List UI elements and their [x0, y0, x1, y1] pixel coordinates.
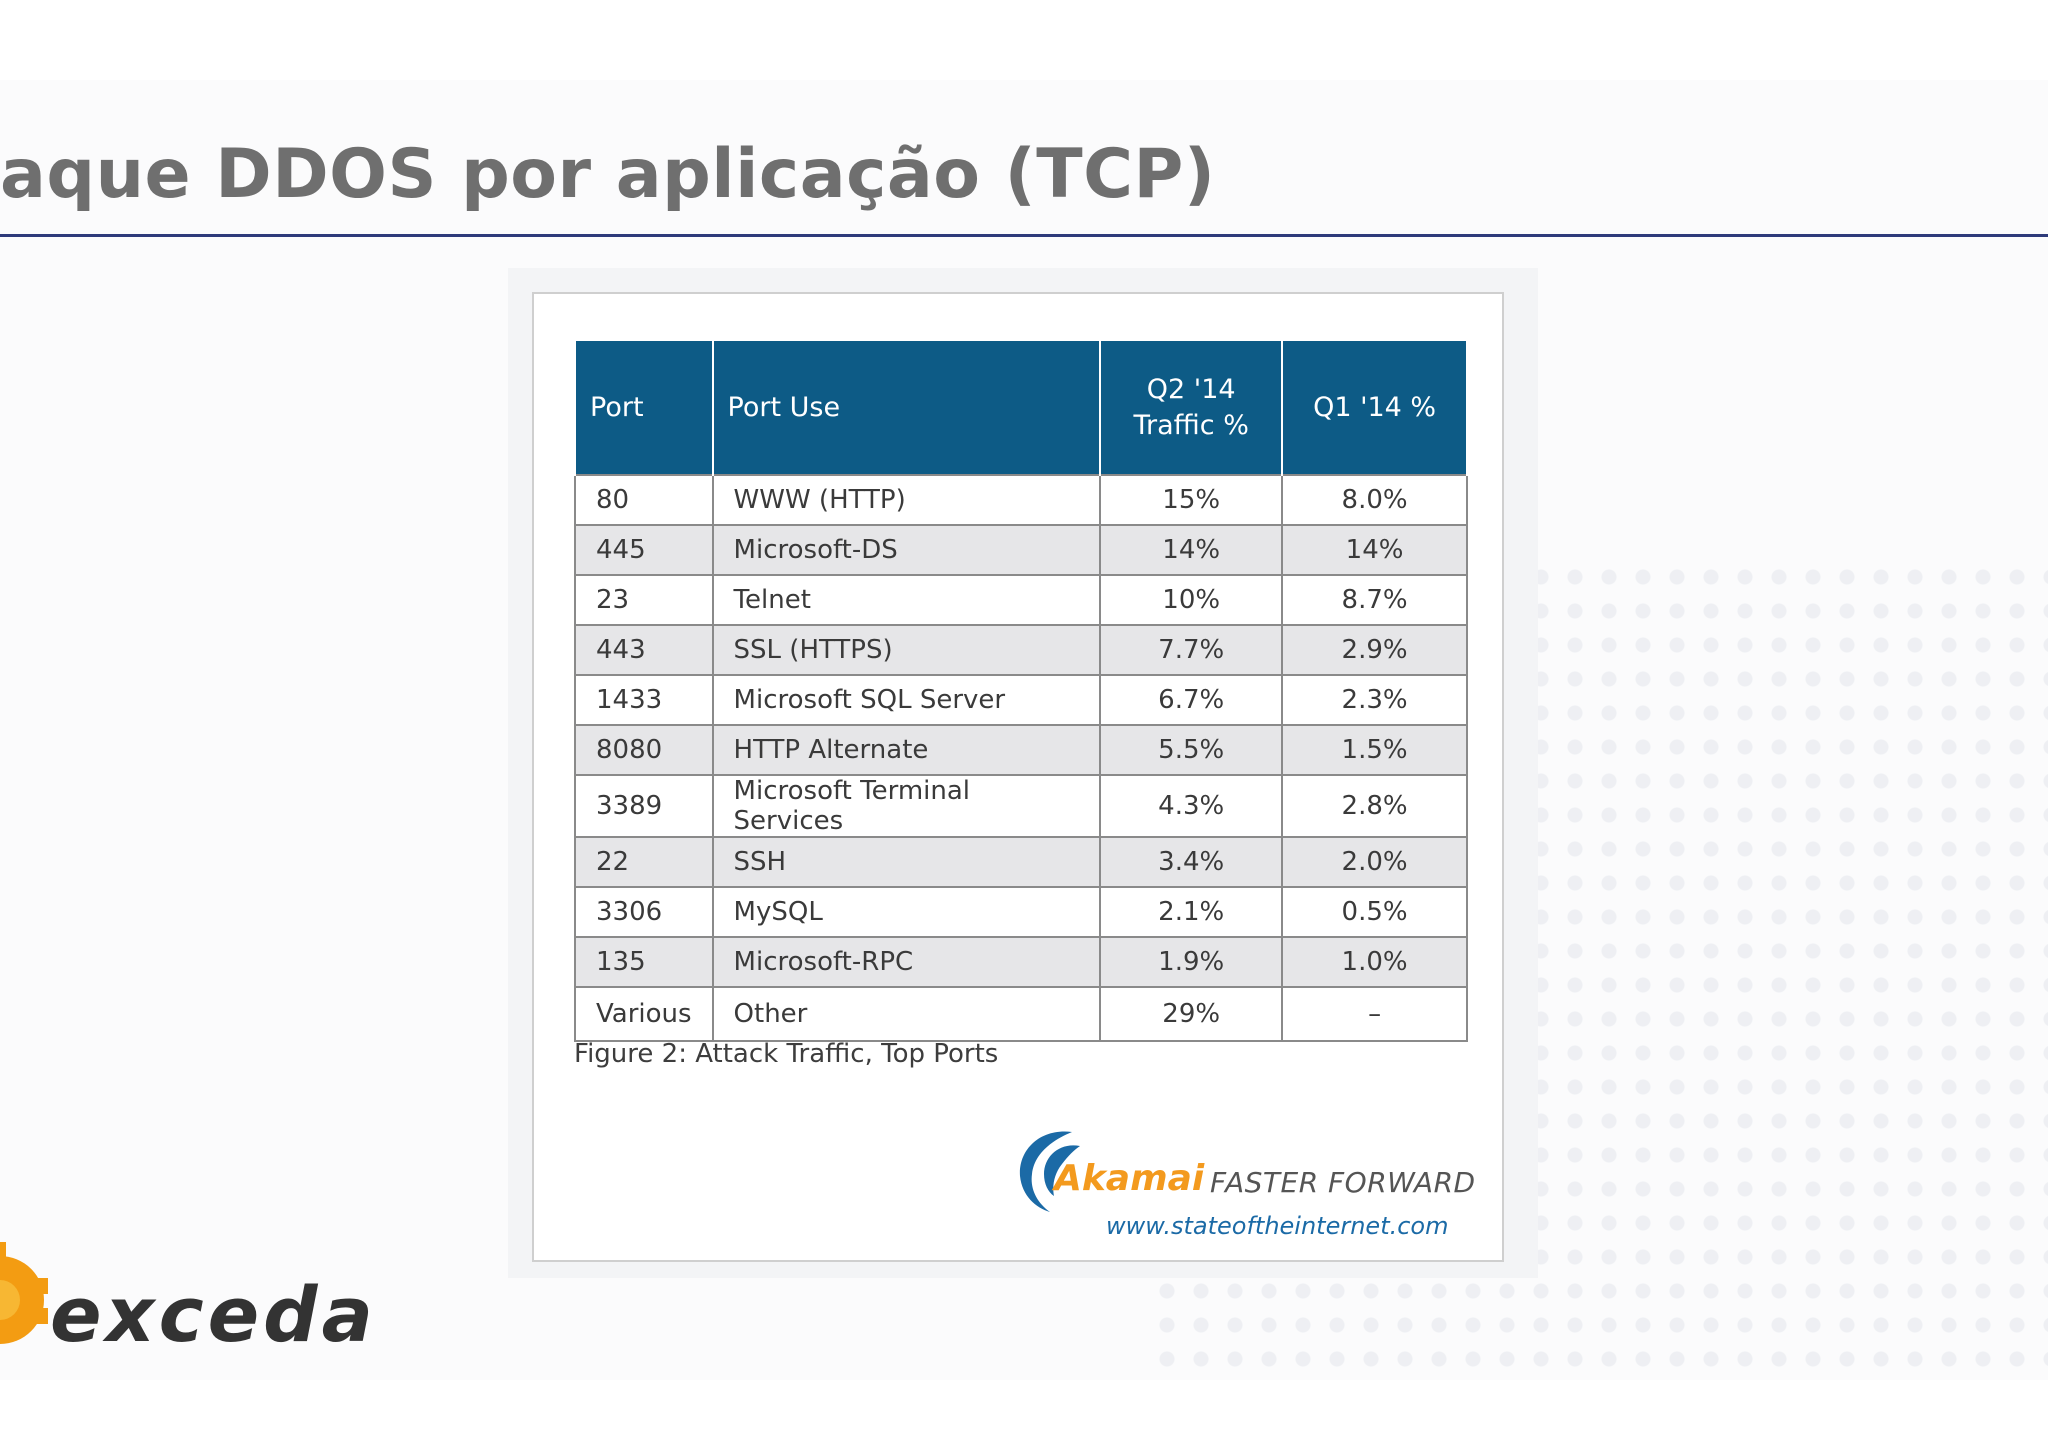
cell-q1-traffic: 2.9%	[1281, 624, 1468, 676]
cell-q2-traffic: 4.3%	[1099, 774, 1284, 838]
title-divider	[0, 234, 2048, 237]
cell-q1-traffic: 2.0%	[1281, 836, 1468, 888]
cell-q2-traffic: 5.5%	[1099, 724, 1284, 776]
cell-q1-traffic: 2.3%	[1281, 674, 1468, 726]
cell-port-use: Other	[711, 986, 1102, 1042]
table-row: 23 Telnet 10% 8.7%	[574, 574, 1468, 626]
cell-q2-traffic: 1.9%	[1099, 936, 1284, 988]
table-row: Various Other 29% –	[574, 986, 1468, 1042]
figure-caption: Figure 2: Attack Traffic, Top Ports	[574, 1039, 999, 1069]
table-row: 80 WWW (HTTP) 15% 8.0%	[574, 474, 1468, 526]
cell-q2-traffic: 10%	[1099, 574, 1284, 626]
header-q2-line1: Q2 '14	[1146, 373, 1236, 405]
cell-port: 1433	[574, 674, 714, 726]
cell-q1-traffic: –	[1281, 986, 1468, 1042]
cell-q2-traffic: 15%	[1099, 474, 1284, 526]
cell-port-use: Microsoft SQL Server	[711, 674, 1102, 726]
akamai-url: www.stateoftheinternet.com	[1106, 1212, 1449, 1240]
cell-port: 443	[574, 624, 714, 676]
cell-port-use: Telnet	[711, 574, 1102, 626]
cell-q2-traffic: 7.7%	[1099, 624, 1284, 676]
cell-port-use: Microsoft-RPC	[711, 936, 1102, 988]
table-header-row: Port Port Use Q2 '14 Traffic % Q1 '14 %	[574, 341, 1468, 475]
cell-port-use: SSL (HTTPS)	[711, 624, 1102, 676]
table-row: 8080 HTTP Alternate 5.5% 1.5%	[574, 724, 1468, 776]
cell-q1-traffic: 8.7%	[1281, 574, 1468, 626]
cell-q1-traffic: 2.8%	[1281, 774, 1468, 838]
akamai-tagline: FASTER FORWARD	[1210, 1166, 1476, 1199]
cell-q1-traffic: 1.5%	[1281, 724, 1468, 776]
cell-port-use: Microsoft-DS	[711, 524, 1102, 576]
header-q2-line2: Traffic %	[1133, 409, 1249, 441]
cell-port: 3306	[574, 886, 714, 938]
cell-q2-traffic: 6.7%	[1099, 674, 1284, 726]
cell-port: 22	[574, 836, 714, 888]
table-row: 3389 Microsoft Terminal Services 4.3% 2.8%	[574, 774, 1468, 838]
cell-port-use: SSH	[711, 836, 1102, 888]
table-row: 445 Microsoft-DS 14% 14%	[574, 524, 1468, 576]
exceda-gear-icon	[0, 1242, 48, 1344]
cell-port: 3389	[574, 774, 714, 838]
table-row: 135 Microsoft-RPC 1.9% 1.0%	[574, 936, 1468, 988]
cell-port: 80	[574, 474, 714, 526]
cell-q2-traffic: 29%	[1099, 986, 1284, 1042]
cell-port: 8080	[574, 724, 714, 776]
cell-port-use: MySQL	[711, 886, 1102, 938]
cell-port: 23	[574, 574, 714, 626]
header-q1: Q1 '14 %	[1281, 341, 1468, 475]
cell-port: 445	[574, 524, 714, 576]
slide-title: aque DDOS por aplicação (TCP)	[0, 135, 1216, 214]
cell-q1-traffic: 0.5%	[1281, 886, 1468, 938]
cell-q1-traffic: 1.0%	[1281, 936, 1468, 988]
ports-table: Port Port Use Q2 '14 Traffic % Q1 '14 % …	[574, 341, 1468, 1042]
top-band	[0, 0, 2048, 80]
table-row: 3306 MySQL 2.1% 0.5%	[574, 886, 1468, 938]
table-row: 1433 Microsoft SQL Server 6.7% 2.3%	[574, 674, 1468, 726]
header-port: Port	[574, 341, 714, 475]
akamai-logo: Akamai FASTER FORWARD www.stateoftheinte…	[1014, 1124, 1476, 1244]
table-row: 443 SSL (HTTPS) 7.7% 2.9%	[574, 624, 1468, 676]
cell-q2-traffic: 14%	[1099, 524, 1284, 576]
table-row: 22 SSH 3.4% 2.0%	[574, 836, 1468, 888]
akamai-name: Akamai	[1054, 1158, 1205, 1199]
exceda-wordmark: exceda	[50, 1270, 377, 1359]
cell-port: Various	[574, 986, 714, 1042]
akamai-swoosh-icon	[1019, 1131, 1080, 1212]
cell-q1-traffic: 8.0%	[1281, 474, 1468, 526]
cell-port-use: WWW (HTTP)	[711, 474, 1102, 526]
cell-port-use: HTTP Alternate	[711, 724, 1102, 776]
cell-port: 135	[574, 936, 714, 988]
cell-q2-traffic: 2.1%	[1099, 886, 1284, 938]
table-body: 80 WWW (HTTP) 15% 8.0% 445 Microsoft-DS 14% 14%…	[574, 474, 1468, 1042]
figure-card: Port Port Use Q2 '14 Traffic % Q1 '14 % …	[532, 292, 1504, 1262]
cell-port-use: Microsoft Terminal Services	[711, 774, 1102, 838]
cell-q1-traffic: 14%	[1281, 524, 1468, 576]
cell-q2-traffic: 3.4%	[1099, 836, 1284, 888]
header-port-use: Port Use	[711, 341, 1102, 475]
header-q2-traffic: Q2 '14 Traffic %	[1099, 341, 1284, 475]
